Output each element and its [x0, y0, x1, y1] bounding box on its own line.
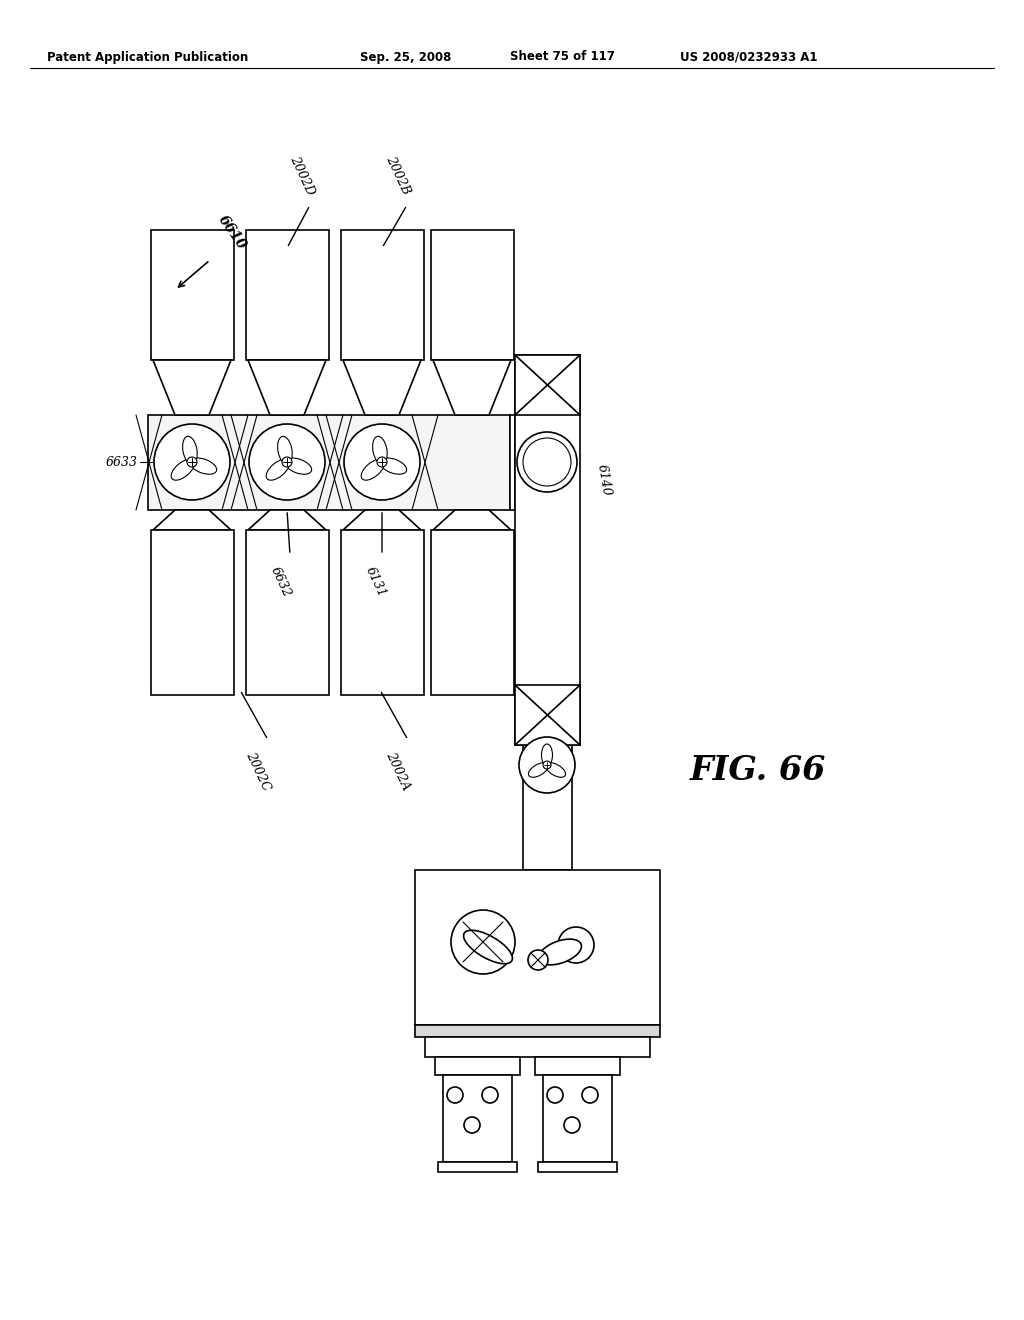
- Bar: [415, 1026, 660, 1038]
- Bar: [538, 1162, 617, 1172]
- Polygon shape: [343, 360, 421, 414]
- Ellipse shape: [464, 931, 512, 964]
- Polygon shape: [343, 510, 421, 531]
- Text: 2002C: 2002C: [244, 750, 272, 793]
- Ellipse shape: [266, 459, 290, 480]
- Text: 6633: 6633: [106, 455, 138, 469]
- Circle shape: [528, 950, 548, 970]
- Polygon shape: [248, 360, 326, 414]
- Bar: [515, 685, 580, 744]
- Polygon shape: [153, 360, 231, 414]
- Circle shape: [451, 909, 515, 974]
- Bar: [523, 744, 572, 870]
- Circle shape: [547, 1086, 563, 1104]
- Ellipse shape: [361, 459, 384, 480]
- Bar: [341, 230, 424, 360]
- Circle shape: [447, 1086, 463, 1104]
- Ellipse shape: [171, 459, 195, 480]
- Bar: [415, 870, 660, 1026]
- Ellipse shape: [189, 458, 217, 474]
- Bar: [438, 1162, 517, 1172]
- Ellipse shape: [182, 437, 198, 465]
- Circle shape: [249, 424, 325, 500]
- Circle shape: [482, 1086, 498, 1104]
- Bar: [425, 1038, 650, 1057]
- Circle shape: [154, 424, 230, 500]
- Text: 2002D: 2002D: [288, 153, 316, 197]
- Polygon shape: [433, 360, 511, 414]
- Text: 6140: 6140: [595, 463, 613, 496]
- Text: 2002B: 2002B: [383, 154, 413, 197]
- Bar: [435, 1057, 520, 1074]
- Bar: [515, 355, 580, 744]
- Bar: [515, 355, 580, 414]
- Ellipse shape: [542, 744, 553, 766]
- Text: 6632: 6632: [268, 565, 294, 599]
- Ellipse shape: [380, 458, 407, 474]
- Circle shape: [519, 737, 575, 793]
- Bar: [151, 230, 234, 360]
- Circle shape: [564, 1117, 580, 1133]
- Bar: [246, 531, 329, 696]
- Polygon shape: [153, 510, 231, 531]
- Bar: [151, 531, 234, 696]
- Text: 6610: 6610: [215, 213, 249, 252]
- Text: US 2008/0232933 A1: US 2008/0232933 A1: [680, 50, 817, 63]
- Ellipse shape: [278, 437, 292, 465]
- Circle shape: [282, 457, 292, 467]
- Ellipse shape: [373, 437, 387, 465]
- Bar: [431, 531, 514, 696]
- Bar: [431, 230, 514, 360]
- Text: 6131: 6131: [364, 565, 389, 599]
- Bar: [543, 1074, 612, 1162]
- Circle shape: [464, 1117, 480, 1133]
- Circle shape: [187, 457, 197, 467]
- Bar: [148, 414, 510, 510]
- Ellipse shape: [539, 939, 582, 965]
- Circle shape: [377, 457, 387, 467]
- Text: Patent Application Publication: Patent Application Publication: [47, 50, 248, 63]
- Circle shape: [582, 1086, 598, 1104]
- Text: Sep. 25, 2008: Sep. 25, 2008: [360, 50, 452, 63]
- Bar: [510, 414, 515, 510]
- Ellipse shape: [285, 458, 311, 474]
- Polygon shape: [248, 510, 326, 531]
- Bar: [535, 1057, 620, 1074]
- Bar: [443, 1074, 512, 1162]
- Text: 2002A: 2002A: [383, 750, 413, 792]
- Polygon shape: [433, 510, 511, 531]
- Bar: [341, 531, 424, 696]
- Text: FIG. 66: FIG. 66: [690, 754, 826, 787]
- Bar: [246, 230, 329, 360]
- Circle shape: [543, 762, 551, 770]
- Circle shape: [517, 432, 577, 492]
- Circle shape: [558, 927, 594, 964]
- Text: Sheet 75 of 117: Sheet 75 of 117: [510, 50, 614, 63]
- Circle shape: [523, 438, 571, 486]
- Ellipse shape: [546, 763, 565, 777]
- Circle shape: [344, 424, 420, 500]
- Ellipse shape: [528, 763, 548, 777]
